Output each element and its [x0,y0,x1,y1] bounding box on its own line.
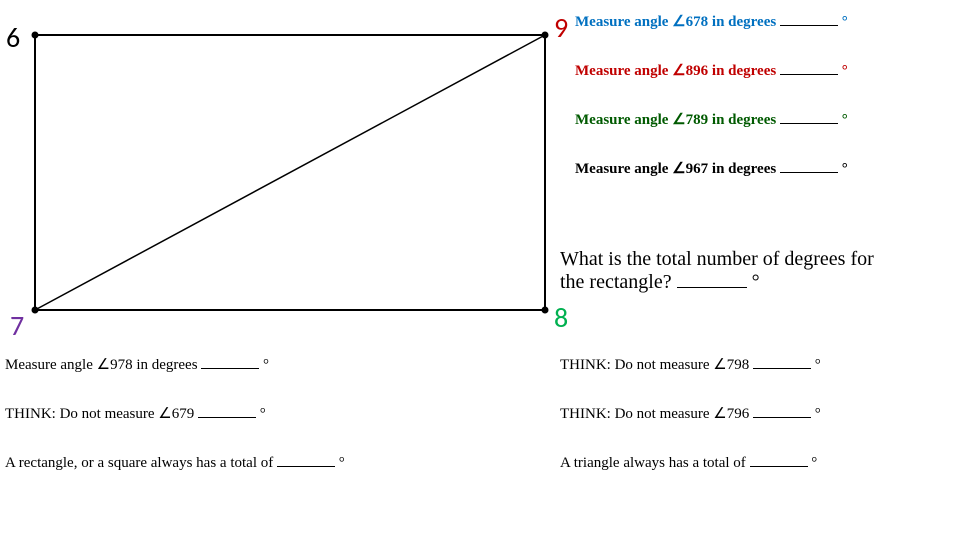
q896-blank[interactable] [780,61,838,75]
bottom-row-1: Measure angle ∠978 in degrees ° THINK: D… [5,355,955,374]
question-896: Measure angle ∠896 in degrees ° [575,61,955,80]
rect-total-text: A rectangle, or a square always has a to… [5,455,277,471]
q679-blank[interactable] [198,404,256,418]
vertex-label-6: 6 [6,20,20,55]
q679-deg: ° [260,406,266,422]
rectangle-diagram [30,30,550,315]
q789-text: Measure angle ∠789 in degrees [575,112,776,128]
q798-blank[interactable] [753,355,811,369]
right-question-block: Measure angle ∠678 in degrees ° Measure … [575,12,955,208]
rect-total-blank[interactable] [277,453,335,467]
q-679: THINK: Do not measure ∠679 ° [5,404,560,423]
total-blank[interactable] [677,272,747,288]
q967-blank[interactable] [780,159,838,173]
bottom-row-3: A rectangle, or a square always has a to… [5,453,955,472]
q796-text: THINK: Do not measure ∠796 [560,406,749,422]
q789-deg: ° [842,112,848,128]
tri-total-deg: ° [811,455,817,471]
q678-blank[interactable] [780,12,838,26]
question-678: Measure angle ∠678 in degrees ° [575,12,955,31]
vertex-label-9: 9 [554,10,568,45]
bottom-row-2: THINK: Do not measure ∠679 ° THINK: Do n… [5,404,955,423]
q896-deg: ° [842,63,848,79]
total-deg: ° [752,271,760,293]
bottom-question-grid: Measure angle ∠978 in degrees ° THINK: D… [5,355,955,502]
question-789: Measure angle ∠789 in degrees ° [575,110,955,129]
total-degrees-question: What is the total number of degrees for … [560,248,955,294]
rect-total-deg: ° [339,455,345,471]
tri-total-blank[interactable] [750,453,808,467]
q978-deg: ° [263,357,269,373]
q978-text: Measure angle ∠978 in degrees [5,357,198,373]
q678-deg: ° [842,14,848,30]
q967-deg: ° [842,161,848,177]
vertex-label-8: 8 [554,300,568,335]
q678-text: Measure angle ∠678 in degrees [575,14,776,30]
q789-blank[interactable] [780,110,838,124]
q-798: THINK: Do not measure ∠798 ° [560,355,955,374]
q798-deg: ° [815,357,821,373]
q-796: THINK: Do not measure ∠796 ° [560,404,955,423]
q-tri-total: A triangle always has a total of ° [560,453,955,472]
total-line1: What is the total number of degrees for [560,248,874,270]
q-rect-total: A rectangle, or a square always has a to… [5,453,560,472]
tri-total-text: A triangle always has a total of [560,455,750,471]
q-978: Measure angle ∠978 in degrees ° [5,355,560,374]
q796-blank[interactable] [753,404,811,418]
q798-text: THINK: Do not measure ∠798 [560,357,749,373]
q896-text: Measure angle ∠896 in degrees [575,63,776,79]
question-967: Measure angle ∠967 in degrees ° [575,159,955,178]
q978-blank[interactable] [201,355,259,369]
q679-text: THINK: Do not measure ∠679 [5,406,194,422]
vertex-label-7: 7 [10,308,24,343]
q796-deg: ° [815,406,821,422]
total-line2-pre: the rectangle? [560,271,677,293]
q967-text: Measure angle ∠967 in degrees [575,161,776,177]
